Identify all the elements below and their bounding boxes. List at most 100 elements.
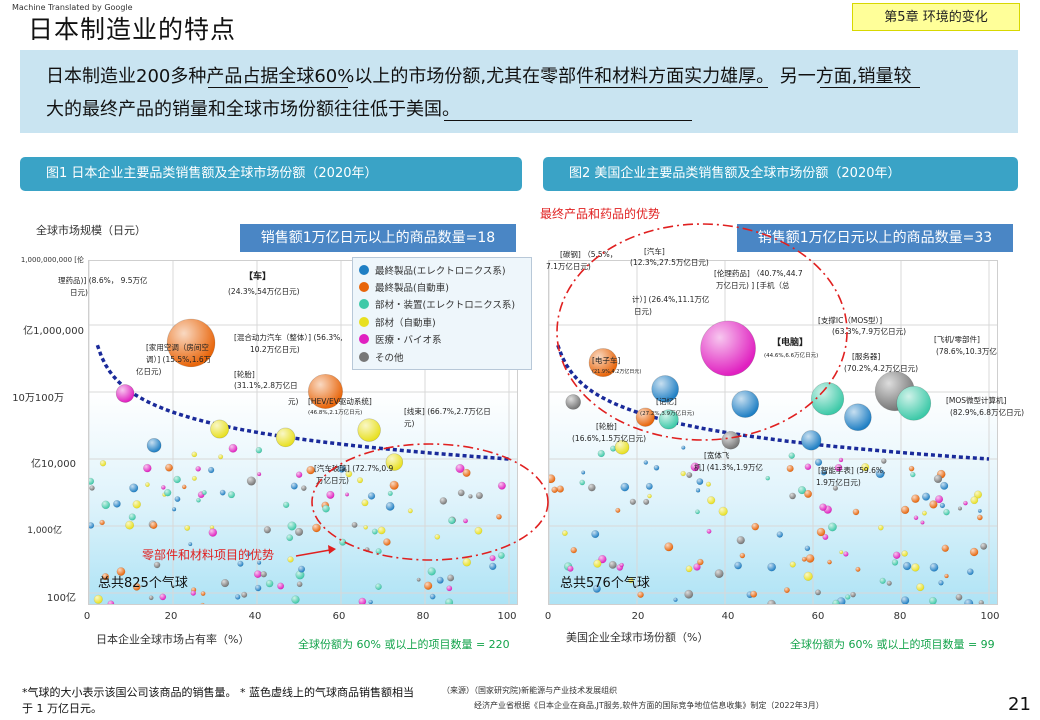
minor-bubble <box>497 552 505 559</box>
minor-bubble <box>253 570 262 579</box>
fig1-label: 【车】 <box>244 272 272 282</box>
minor-bubble <box>875 468 885 479</box>
minor-bubble <box>608 560 617 569</box>
fig1-total: 总共825个气球 <box>98 576 188 591</box>
fig1-label: (46.8%,2.1万亿日元) <box>308 410 363 416</box>
legend-label: 医療・バイオ系 <box>375 335 442 347</box>
data-bubble <box>700 320 756 377</box>
minor-bubble <box>220 578 230 588</box>
minor-bubble <box>549 474 556 484</box>
minor-bubble <box>174 496 181 503</box>
minor-bubble <box>489 554 496 562</box>
fig2-label: (78.6%,10.3万亿 <box>936 347 997 356</box>
minor-bubble <box>116 567 126 576</box>
fig2-x-tick: 0 <box>544 611 552 622</box>
fig2-plot-area <box>548 260 998 605</box>
minor-bubble <box>255 446 263 454</box>
fig2-label: [汽车] <box>644 247 665 256</box>
minor-bubble <box>941 544 949 552</box>
minor-bubble <box>696 478 704 485</box>
fig2-label: [智能手表] (59.6%, <box>818 466 886 475</box>
minor-bubble <box>375 583 382 591</box>
minor-bubble <box>963 500 968 506</box>
minor-bubble <box>966 568 974 576</box>
fig2-label: (27.2%,3.9万亿日元) <box>640 411 695 417</box>
fig1-x-tick: 20 <box>164 611 178 622</box>
minor-bubble <box>736 536 745 545</box>
minor-bubble <box>191 451 198 458</box>
minor-bubble <box>427 567 436 576</box>
minor-bubble <box>776 531 784 538</box>
minor-bubble <box>591 530 600 539</box>
minor-bubble <box>597 449 605 458</box>
minor-bubble <box>955 593 963 601</box>
fig2-label: (21.9%,4.2万亿日元) <box>592 369 642 375</box>
minor-bubble <box>900 505 910 515</box>
minor-bubble <box>900 596 910 604</box>
minor-bubble <box>697 558 704 566</box>
fig2-header: 图2 美国企业主要品类销售额及全球市场份额（2020年） <box>543 157 1018 191</box>
data-bubble <box>357 418 381 442</box>
fig1-label: (24.3%,54万亿日元) <box>228 287 300 296</box>
fig1-label: [家用空调（房间空 <box>146 343 209 352</box>
minor-bubble <box>291 595 300 604</box>
minor-bubble <box>910 471 916 478</box>
data-bubble <box>275 427 296 448</box>
minor-bubble <box>843 551 849 557</box>
minor-bubble <box>200 602 205 604</box>
data-bubble <box>731 390 759 418</box>
fig2-label: [伦理药品] （40.7%,44.7 <box>714 269 803 278</box>
minor-bubble <box>246 476 256 486</box>
minor-bubble <box>361 499 369 507</box>
minor-bubble <box>673 597 678 602</box>
minor-bubble <box>446 585 453 592</box>
minor-bubble <box>358 597 367 604</box>
legend-item: その他 <box>359 348 525 365</box>
fig1-header: 图1 日本企业主要品类销售额及全球市场份额（2020年） <box>20 157 522 191</box>
data-bubble <box>721 431 740 450</box>
minor-bubble <box>690 462 700 472</box>
fig1-y-tick: 1,000,000,000 [伦 <box>20 256 84 264</box>
minor-bubble <box>101 573 110 581</box>
fig2-label: (12.3%,27.5万亿日元) <box>630 258 709 267</box>
fig2-label: (44.6%,6.6万亿日元) <box>764 353 819 359</box>
legend-label: その他 <box>375 352 404 364</box>
legend-swatch <box>359 282 369 293</box>
minor-bubble <box>628 577 634 584</box>
minor-bubble <box>892 551 901 560</box>
minor-bubble <box>921 510 927 516</box>
minor-bubble <box>132 582 141 591</box>
fig2-label: [宽体飞 <box>704 451 730 460</box>
minor-bubble <box>643 498 650 505</box>
minor-bubble <box>637 591 644 598</box>
minor-bubble <box>695 509 700 515</box>
fig2-x-tick: 60 <box>811 611 825 622</box>
fig2-label: 机] (41.3%,1.9万亿 <box>694 463 763 472</box>
minor-bubble <box>581 470 586 475</box>
minor-bubble <box>706 528 712 534</box>
minor-bubble <box>788 452 795 459</box>
minor-bubble <box>89 477 95 485</box>
minor-bubble <box>935 495 944 504</box>
minor-bubble <box>751 522 760 531</box>
fig1-label: 理药品)] (8.6%， 9.5万亿 <box>58 276 148 285</box>
fig1-label: 万亿日元) <box>316 476 349 485</box>
minor-bubble <box>375 548 382 555</box>
minor-bubble <box>241 591 248 598</box>
minor-bubble <box>298 565 306 573</box>
minor-bubble <box>891 559 899 566</box>
minor-bubble <box>246 551 251 557</box>
minor-bubble <box>593 559 602 568</box>
minor-bubble <box>165 463 173 472</box>
minor-bubble <box>188 542 193 547</box>
bubble-note: *气球的大小表示该国公司该商品的销售量。 * 蓝色虚线上的气球商品销售额相当于 … <box>22 686 414 715</box>
one-trillion-curve <box>95 344 510 461</box>
minor-bubble <box>789 492 796 500</box>
minor-bubble <box>861 463 870 472</box>
minor-bubble <box>371 528 378 535</box>
minor-bubble <box>570 546 577 554</box>
fig2-label: [MOS微型计算机] <box>946 396 1007 405</box>
source-line-2: 经济产业省根据《日本企业在商品,JT服务,软件方面的国际竞争地位信息收集》制定（… <box>474 701 824 710</box>
minor-bubble <box>901 550 908 557</box>
minor-bubble <box>196 497 201 503</box>
